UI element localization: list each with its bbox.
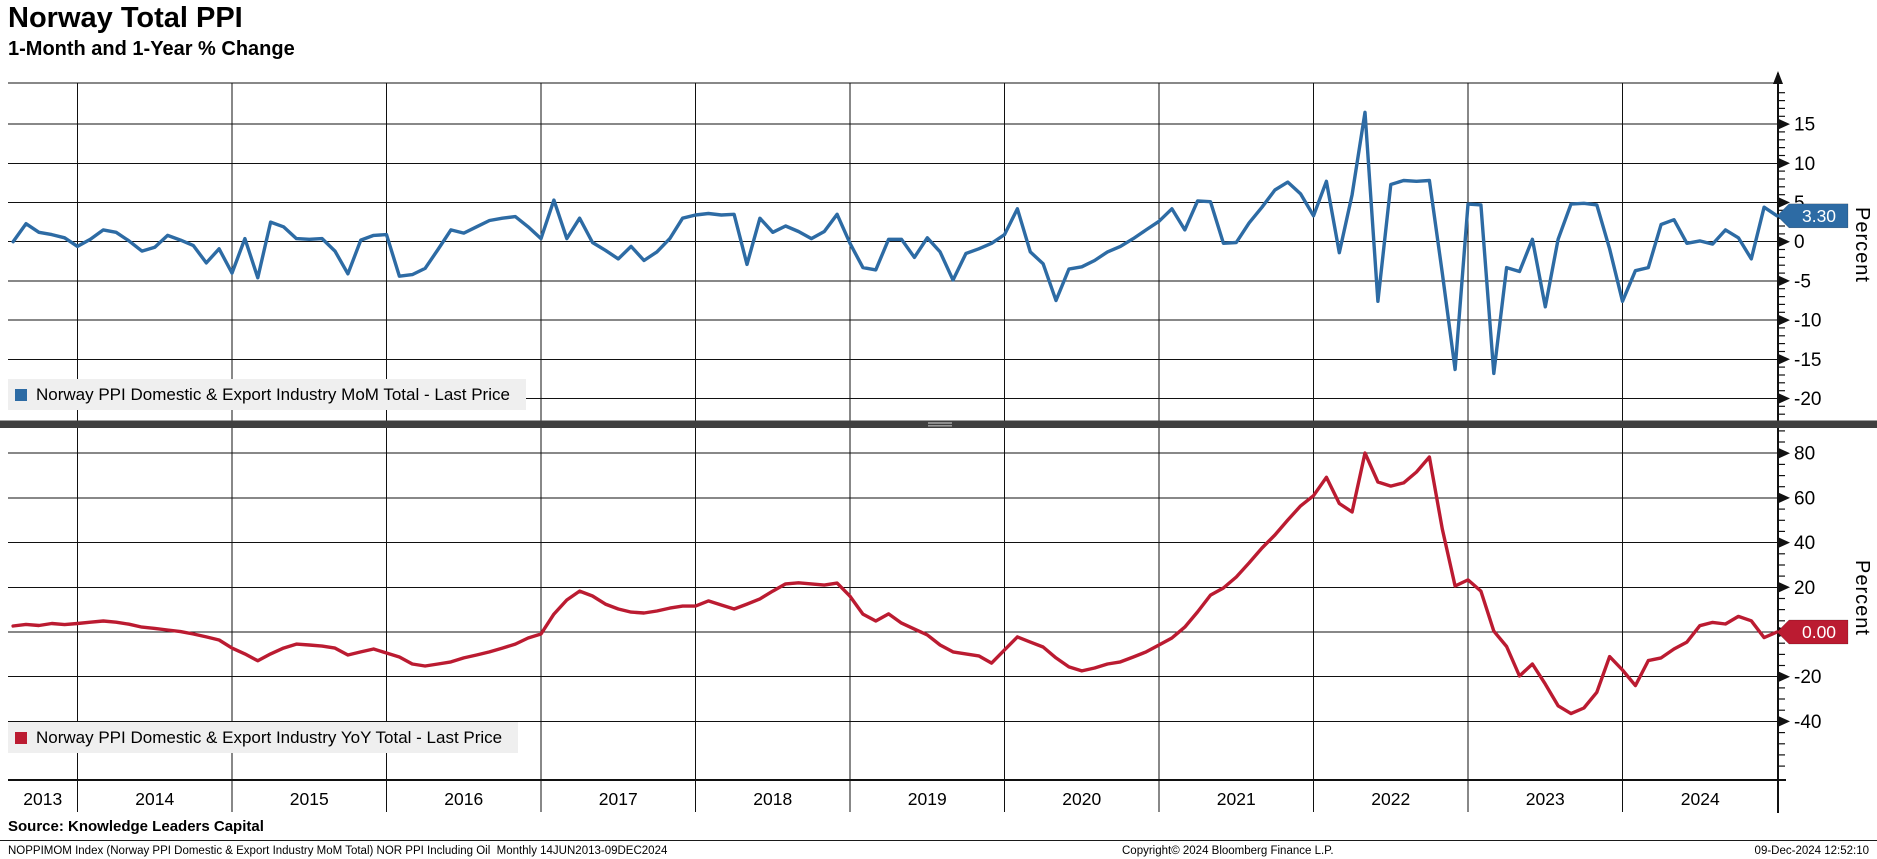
- panel-bottom: 806040200-20-400.00: [8, 428, 1849, 780]
- y-axis-labels-bottom: 806040200-20-40: [1779, 444, 1821, 733]
- tick-arrow-icon: [1779, 671, 1790, 682]
- tick-arrow-icon: [1779, 354, 1790, 365]
- svg-text:2016: 2016: [444, 789, 483, 809]
- legend-label-mom: Norway PPI Domestic & Export Industry Mo…: [36, 384, 510, 404]
- y-axis-title-bottom: Percent: [1851, 560, 1873, 636]
- copyright-notice: Copyright© 2024 Bloomberg Finance L.P.: [1122, 845, 1334, 857]
- svg-text:2018: 2018: [753, 789, 792, 809]
- tick-arrow-icon: [1779, 537, 1790, 548]
- legend-yoy[interactable]: Norway PPI Domestic & Export Industry Yo…: [8, 722, 519, 753]
- svg-text:-20: -20: [1794, 667, 1821, 688]
- svg-text:2020: 2020: [1062, 789, 1101, 809]
- svg-text:-5: -5: [1794, 271, 1811, 292]
- tick-arrow-icon: [1779, 275, 1790, 286]
- svg-text:2013: 2013: [23, 789, 62, 809]
- y-axis-minor-ticks-bottom: [1778, 430, 1785, 767]
- svg-text:0: 0: [1794, 232, 1805, 253]
- svg-text:2024: 2024: [1681, 789, 1720, 809]
- x-axis-labels: 2013 2014 2015 2016 2017 2018 2019 2020 2021 2022…: [23, 780, 1720, 812]
- svg-text:2019: 2019: [908, 789, 947, 809]
- mom-series-line: [11, 110, 1779, 376]
- svg-text:-20: -20: [1794, 389, 1821, 410]
- last-price-badge-top: 3.30: [1776, 203, 1849, 229]
- svg-text:3.30: 3.30: [1802, 206, 1836, 226]
- svg-text:60: 60: [1794, 488, 1815, 509]
- tick-arrow-icon: [1779, 236, 1790, 247]
- svg-text:2014: 2014: [135, 789, 174, 809]
- svg-text:-10: -10: [1794, 311, 1821, 332]
- gridlines-top: [8, 83, 1778, 421]
- svg-text:2017: 2017: [599, 789, 638, 809]
- svg-text:40: 40: [1794, 533, 1815, 554]
- legend-color-chip-mom: [15, 388, 27, 401]
- timestamp: 09-Dec-2024 12:52:10: [1754, 845, 1869, 857]
- svg-text:-40: -40: [1794, 712, 1821, 733]
- y-axis-minor-ticks-top: [1778, 92, 1785, 415]
- tick-arrow-icon: [1779, 716, 1790, 727]
- legend-color-chip-yoy: [15, 731, 27, 744]
- y-axis-title-top: Percent: [1851, 207, 1873, 283]
- tick-arrow-icon: [1779, 197, 1790, 208]
- tick-arrow-icon: [1779, 315, 1790, 326]
- panel-top: 15 10 5 0 -5 -10 -15 -20 3.30: [8, 83, 1849, 421]
- svg-text:15: 15: [1794, 115, 1815, 136]
- y-axis-labels-top: 15 10 5 0 -5 -10 -15 -20: [1779, 115, 1821, 410]
- gridlines-bottom: [8, 428, 1778, 780]
- svg-text:2015: 2015: [290, 789, 329, 809]
- yoy-series-line: [11, 451, 1779, 716]
- svg-text:2021: 2021: [1217, 789, 1256, 809]
- svg-text:2022: 2022: [1371, 789, 1410, 809]
- tick-arrow-icon: [1779, 492, 1790, 503]
- page-title: Norway Total PPI: [8, 2, 243, 34]
- tick-arrow-icon: [1779, 119, 1790, 130]
- chart-frame: [8, 71, 1786, 813]
- svg-text:10: 10: [1794, 154, 1815, 175]
- svg-text:-15: -15: [1794, 350, 1821, 371]
- footer-divider: [0, 840, 1877, 841]
- panel-divider[interactable]: [0, 420, 1877, 429]
- tick-arrow-icon: [1779, 158, 1790, 169]
- legend-label-yoy: Norway PPI Domestic & Export Industry Yo…: [36, 727, 503, 747]
- source-label: Source: Knowledge Leaders Capital: [8, 818, 264, 835]
- svg-text:0.00: 0.00: [1802, 622, 1836, 642]
- axis-top-arrow-icon: [1773, 71, 1783, 84]
- tick-arrow-icon: [1779, 393, 1790, 404]
- tick-arrow-icon: [1779, 582, 1790, 593]
- tick-arrow-icon: [1779, 448, 1790, 459]
- chart-subtitle: 1-Month and 1-Year % Change: [8, 38, 295, 60]
- last-price-badge-bottom: 0.00: [1776, 619, 1849, 645]
- svg-text:2023: 2023: [1526, 789, 1565, 809]
- svg-text:20: 20: [1794, 578, 1815, 599]
- svg-text:80: 80: [1794, 444, 1815, 465]
- legend-mom[interactable]: Norway PPI Domestic & Export Industry Mo…: [8, 379, 526, 410]
- security-description: NOPPIMOM Index (Norway PPI Domestic & Ex…: [8, 845, 668, 857]
- divider-handle-icon[interactable]: [928, 422, 952, 427]
- svg-text:5: 5: [1794, 193, 1805, 214]
